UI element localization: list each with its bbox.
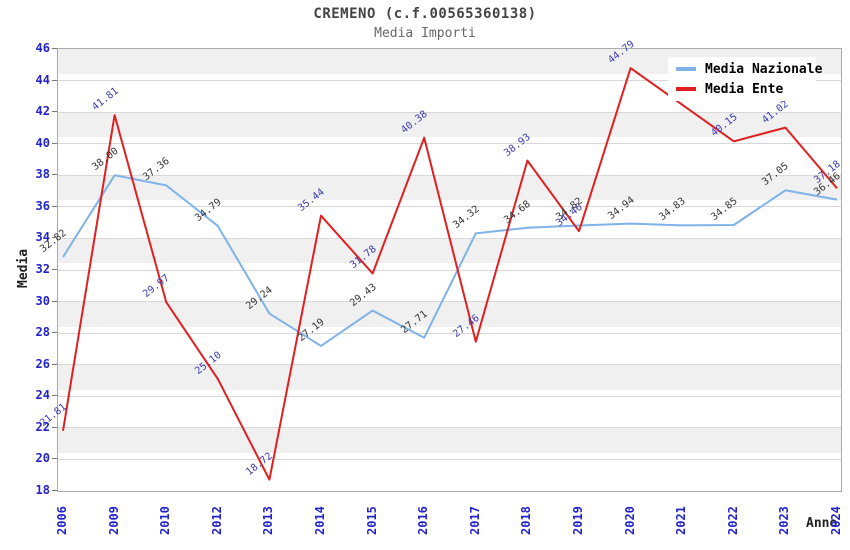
y-tick-label: 26 (35, 356, 50, 371)
x-tick-label: 2006 (55, 506, 69, 535)
x-tick-label: 2009 (106, 506, 121, 535)
plot-stripe (58, 301, 841, 327)
x-tick-label: 2020 (622, 506, 637, 535)
y-tick-label: 32 (35, 262, 50, 276)
plot-stripe (58, 238, 841, 264)
y-tick-mark (52, 395, 57, 397)
chart-subtitle: Media Importi (374, 26, 476, 41)
x-tick-label: 2024 (829, 506, 843, 535)
y-tick-mark (52, 490, 57, 491)
y-tick-mark (52, 458, 57, 460)
plot-area: 32.82 38.00 37.36 34.79 29.24 27.19 29.43 27.71… (38, 39, 843, 492)
plot-stripe (58, 175, 841, 201)
x-tick-label: 2016 (416, 506, 431, 535)
y-tick-label: 28 (35, 325, 50, 340)
y-tick-label: 22 (35, 419, 50, 434)
x-tick-label: 2019 (571, 506, 585, 535)
plot-gridline (58, 174, 841, 176)
plot-gridline (58, 301, 841, 303)
y-tick-mark (52, 269, 57, 270)
x-tick-label: 2018 (519, 506, 534, 535)
y-tick-mark (52, 332, 57, 334)
legend: Media Nazionale Media Ente (668, 57, 822, 101)
series-line-media-nazionale (62, 174, 838, 347)
plot-gridline (58, 111, 841, 113)
legend-item-media-ente: Media Ente (668, 79, 816, 99)
y-tick-mark (52, 48, 57, 49)
y-tick-mark (52, 205, 57, 207)
plot-gridline (58, 458, 841, 460)
x-tick-label: 2023 (777, 506, 792, 535)
chart-title: CREMENO (c.f.00565360138) (313, 6, 537, 22)
y-tick-label: 24 (35, 388, 50, 403)
plot-gridline (58, 269, 841, 271)
x-tick-label: 2015 (364, 506, 379, 535)
y-tick-mark (52, 111, 57, 113)
y-tick-label: 36 (35, 198, 50, 213)
plot-stripe (58, 364, 841, 390)
plot-gridline (58, 206, 841, 208)
y-tick-mark (52, 300, 57, 302)
series-lines (62, 67, 838, 481)
y-tick-label: 38 (35, 167, 50, 182)
x-axis-title: Anno (806, 516, 838, 531)
x-tick-label: 2014 (313, 506, 327, 535)
y-tick-mark (52, 237, 57, 239)
y-tick-mark (52, 79, 57, 81)
legend-color-swatch-media-nazionale (676, 67, 696, 71)
legend-item-label: Media Nazionale (705, 61, 823, 77)
y-tick-mark (52, 174, 57, 176)
plot-gridline (58, 395, 841, 397)
x-tick-label: 2010 (158, 506, 173, 535)
x-tick-label: 2013 (261, 506, 276, 535)
plot-gridline (58, 427, 841, 429)
series-line-media-ente (62, 67, 838, 481)
plot-gridline (58, 80, 841, 82)
plot-gridline (58, 143, 841, 145)
legend-color-swatch-media-ente (676, 87, 696, 91)
y-tick-label: 30 (35, 293, 50, 308)
y-tick-label: 42 (35, 104, 50, 119)
y-tick-label: 34 (35, 230, 50, 245)
plot-stripe (58, 427, 841, 453)
plot-gridline (58, 332, 841, 334)
y-tick-mark (52, 142, 57, 144)
x-tick-label: 2021 (674, 506, 689, 535)
plot-gridline (58, 364, 841, 366)
y-tick-label: 44 (35, 72, 50, 87)
y-tick-mark (52, 426, 57, 428)
y-tick-mark (52, 363, 57, 365)
y-tick-label: 18 (35, 483, 50, 497)
x-tick-label: 2017 (467, 506, 482, 535)
x-tick-label: 2022 (725, 506, 740, 535)
x-tick-label: 2012 (209, 506, 224, 535)
y-tick-label: 46 (35, 41, 50, 55)
legend-item-media-nazionale: Media Nazionale (668, 59, 822, 79)
y-tick-label: 20 (35, 451, 50, 466)
legend-item-label: Media Ente (705, 81, 784, 97)
y-tick-label: 40 (35, 135, 50, 150)
